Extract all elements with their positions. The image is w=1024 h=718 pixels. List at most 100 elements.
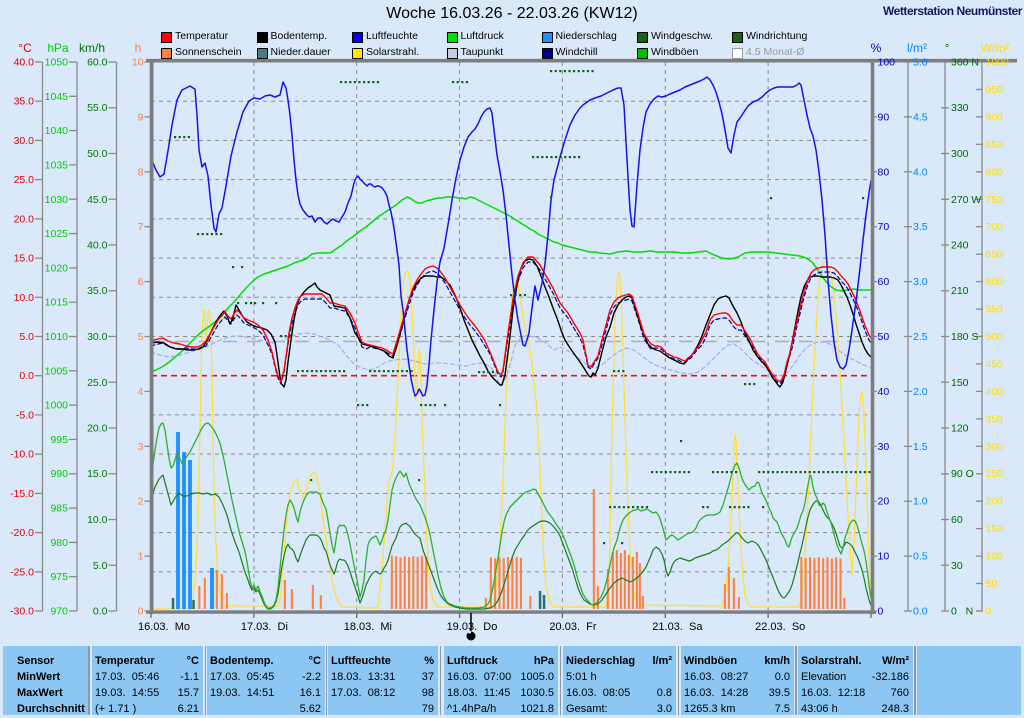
svg-text:30.0: 30.0 <box>14 135 35 147</box>
svg-text:1.5: 1.5 <box>913 441 928 453</box>
svg-text:16.03. Mo: 16.03. Mo <box>138 621 190 633</box>
svg-text:20.0: 20.0 <box>87 423 108 435</box>
svg-text:250: 250 <box>986 468 1004 480</box>
svg-text:210: 210 <box>951 285 969 297</box>
svg-text:0: 0 <box>138 606 144 618</box>
svg-text:21.03. Sa: 21.03. Sa <box>652 621 703 633</box>
svg-text:70: 70 <box>878 221 890 233</box>
svg-text:3: 3 <box>138 441 144 453</box>
svg-text:1030: 1030 <box>45 194 69 206</box>
svg-text:10.0: 10.0 <box>87 514 108 526</box>
svg-text:35.0: 35.0 <box>87 285 108 297</box>
svg-text:30.0: 30.0 <box>87 331 108 343</box>
svg-text:5.0: 5.0 <box>19 331 34 343</box>
svg-text:1005: 1005 <box>45 365 69 377</box>
svg-text:45.0: 45.0 <box>87 194 108 206</box>
svg-text:0.0: 0.0 <box>19 370 34 382</box>
svg-text:10.0: 10.0 <box>14 292 35 304</box>
svg-text:50: 50 <box>986 578 998 590</box>
svg-text:0 N: 0 N <box>951 606 973 618</box>
svg-text:270 W: 270 W <box>951 194 981 206</box>
svg-text:550: 550 <box>986 304 1004 316</box>
svg-text:1000: 1000 <box>986 57 1010 69</box>
svg-text:3.5: 3.5 <box>913 221 928 233</box>
svg-text:970: 970 <box>50 606 68 618</box>
svg-text:1050: 1050 <box>45 57 69 69</box>
svg-text:5: 5 <box>138 331 144 343</box>
svg-text:750: 750 <box>986 194 1004 206</box>
svg-text:4: 4 <box>138 386 144 398</box>
svg-text:1015: 1015 <box>45 297 69 309</box>
svg-text:2: 2 <box>138 496 144 508</box>
svg-text:40.0: 40.0 <box>87 240 108 252</box>
svg-text:50.0: 50.0 <box>87 148 108 160</box>
svg-text:25.0: 25.0 <box>87 377 108 389</box>
svg-text:0.0: 0.0 <box>93 606 108 618</box>
svg-text:650: 650 <box>986 249 1004 261</box>
svg-text:1000: 1000 <box>45 400 69 412</box>
svg-text:10: 10 <box>132 57 144 69</box>
svg-text:850: 850 <box>986 139 1004 151</box>
svg-text:500: 500 <box>986 331 1004 343</box>
svg-text:200: 200 <box>986 496 1004 508</box>
svg-text:1: 1 <box>138 551 144 563</box>
svg-text:240: 240 <box>951 240 969 252</box>
svg-text:4.5: 4.5 <box>913 111 928 123</box>
svg-text:900: 900 <box>986 111 1004 123</box>
svg-text:30: 30 <box>878 441 890 453</box>
svg-text:80: 80 <box>878 166 890 178</box>
svg-text:90: 90 <box>878 111 890 123</box>
svg-text:8: 8 <box>138 166 144 178</box>
svg-text:1.0: 1.0 <box>913 496 928 508</box>
svg-text:9: 9 <box>138 111 144 123</box>
svg-text:15.0: 15.0 <box>14 253 35 265</box>
svg-text:-20.0: -20.0 <box>10 527 34 539</box>
svg-text:180 S: 180 S <box>951 331 978 343</box>
svg-text:995: 995 <box>50 434 68 446</box>
svg-text:60: 60 <box>878 276 890 288</box>
svg-text:5.0: 5.0 <box>93 560 108 572</box>
svg-text:150: 150 <box>986 523 1004 535</box>
svg-text:4.0: 4.0 <box>913 166 928 178</box>
svg-text:1025: 1025 <box>45 228 69 240</box>
svg-text:-25.0: -25.0 <box>10 566 34 578</box>
svg-text:40.0: 40.0 <box>14 57 35 69</box>
svg-text:55.0: 55.0 <box>87 102 108 114</box>
svg-text:800: 800 <box>986 166 1004 178</box>
svg-text:20.03. Fr: 20.03. Fr <box>549 621 596 633</box>
svg-text:350: 350 <box>986 413 1004 425</box>
svg-text:25.0: 25.0 <box>14 174 35 186</box>
svg-text:10: 10 <box>878 551 890 563</box>
svg-text:17.03. Di: 17.03. Di <box>241 621 288 633</box>
svg-text:950: 950 <box>986 84 1004 96</box>
svg-text:1010: 1010 <box>45 331 69 343</box>
svg-text:20: 20 <box>878 496 890 508</box>
svg-text:150: 150 <box>951 377 969 389</box>
svg-text:90 O: 90 O <box>951 468 974 480</box>
svg-text:100: 100 <box>986 551 1004 563</box>
svg-text:7: 7 <box>138 221 144 233</box>
svg-text:980: 980 <box>50 537 68 549</box>
svg-text:1040: 1040 <box>45 125 69 137</box>
svg-text:19.03. Do: 19.03. Do <box>447 621 498 633</box>
svg-text:0: 0 <box>878 606 884 618</box>
svg-text:360 N: 360 N <box>951 57 979 69</box>
svg-text:600: 600 <box>986 276 1004 288</box>
svg-text:35.0: 35.0 <box>14 96 35 108</box>
svg-text:3.0: 3.0 <box>913 276 928 288</box>
svg-text:985: 985 <box>50 503 68 515</box>
svg-text:990: 990 <box>50 468 68 480</box>
svg-text:1020: 1020 <box>45 262 69 274</box>
svg-text:15.0: 15.0 <box>87 468 108 480</box>
svg-text:5.0: 5.0 <box>913 57 928 69</box>
svg-text:30: 30 <box>951 560 963 572</box>
svg-text:-30.0: -30.0 <box>10 606 34 618</box>
svg-text:20.0: 20.0 <box>14 213 35 225</box>
svg-text:50: 50 <box>878 331 890 343</box>
svg-text:400: 400 <box>986 386 1004 398</box>
svg-text:0.0: 0.0 <box>913 606 928 618</box>
svg-text:-5.0: -5.0 <box>16 409 34 421</box>
svg-text:450: 450 <box>986 358 1004 370</box>
svg-text:1045: 1045 <box>45 91 69 103</box>
svg-text:-10.0: -10.0 <box>10 449 34 461</box>
